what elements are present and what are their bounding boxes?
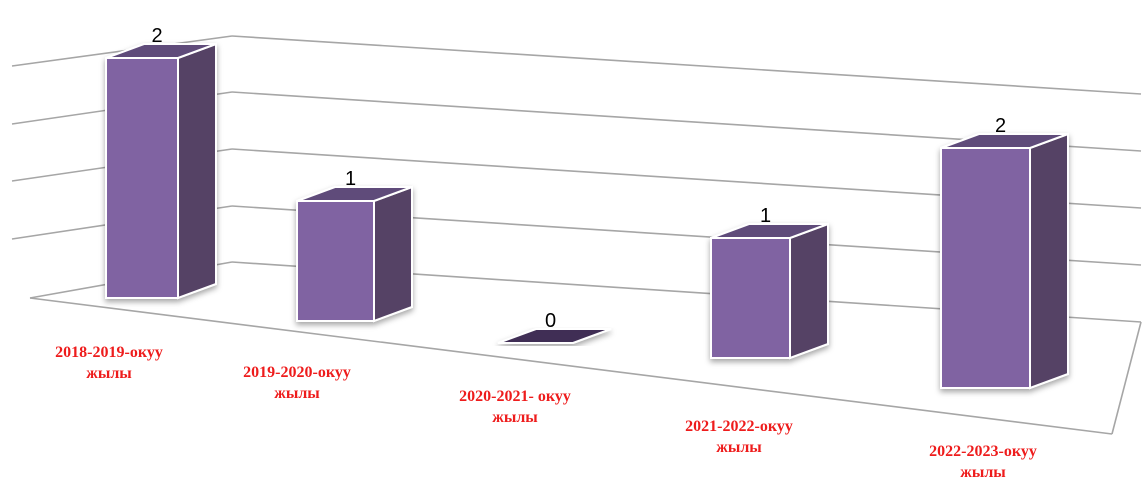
- bars: [105, 42, 1069, 390]
- data-labels: 2 1 0 1 2: [151, 25, 1006, 332]
- bar-top: [940, 133, 1069, 149]
- bar-front: [105, 57, 179, 299]
- category-label: 2018-2019-окуу жылы: [55, 344, 163, 382]
- data-label: 0: [545, 310, 556, 332]
- bar-top: [497, 328, 612, 344]
- data-label: 2: [151, 25, 162, 47]
- bar-side: [177, 42, 217, 300]
- data-label: 2: [995, 115, 1006, 137]
- bar-front: [710, 237, 791, 359]
- category-label: 2020-2021- окуу жылы: [459, 388, 571, 426]
- category-label: 2019-2020-окуу жылы: [243, 364, 351, 402]
- bar-top: [710, 223, 829, 239]
- bar-front: [940, 147, 1031, 389]
- bar-side: [373, 185, 413, 323]
- category-label: 2022-2023-окуу жылы: [929, 443, 1037, 481]
- data-label: 1: [345, 168, 356, 190]
- bar: [497, 328, 612, 344]
- bar-top: [296, 186, 413, 202]
- gridline: [231, 35, 1142, 95]
- gridline: [29, 297, 1113, 435]
- bar-top: [105, 43, 217, 59]
- category-label: 2021-2022-окуу жылы: [685, 418, 793, 456]
- bar: [940, 132, 1069, 390]
- gridline: [11, 35, 233, 67]
- bar-side: [789, 222, 829, 360]
- bar: [105, 42, 217, 300]
- data-label: 1: [760, 205, 771, 227]
- gridline: [1111, 321, 1142, 435]
- bar-front: [296, 200, 375, 322]
- bar: [296, 185, 413, 323]
- bar: [710, 222, 829, 360]
- bar-side: [1029, 132, 1069, 390]
